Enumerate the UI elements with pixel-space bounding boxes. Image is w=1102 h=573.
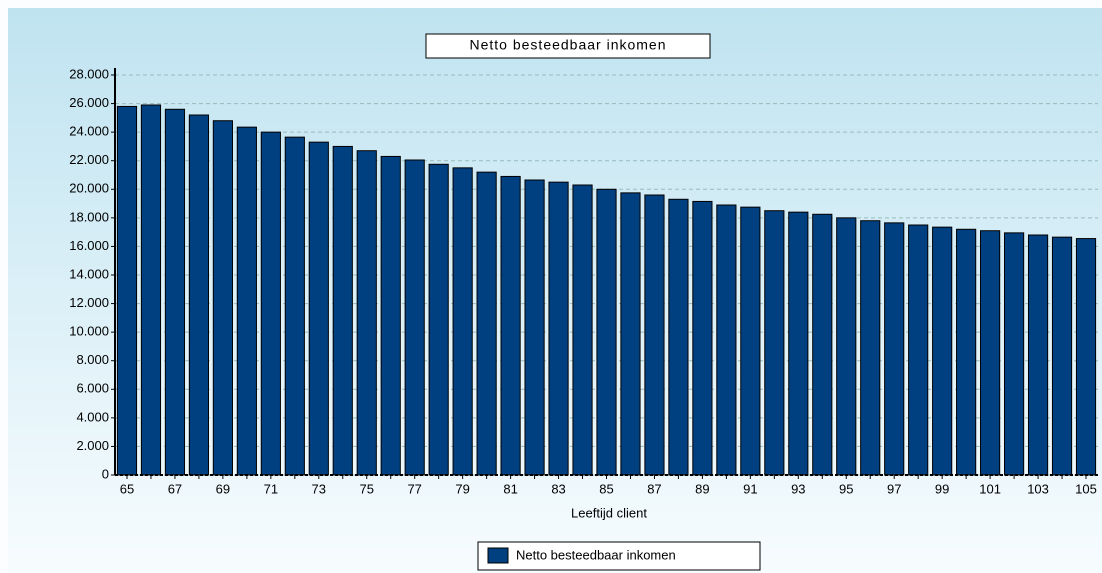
bar bbox=[788, 211, 809, 476]
y-tick-label: 0 bbox=[102, 466, 109, 481]
bar bbox=[116, 105, 138, 476]
x-tick-label: 73 bbox=[312, 481, 326, 496]
x-tick-label: 93 bbox=[791, 481, 805, 496]
y-tick-label: 22.000 bbox=[69, 152, 109, 167]
bar bbox=[212, 120, 233, 476]
bar bbox=[812, 213, 833, 476]
x-tick-label: 89 bbox=[695, 481, 709, 496]
legend-label: Netto besteedbaar inkomen bbox=[516, 547, 676, 562]
y-tick-label: 6.000 bbox=[76, 381, 109, 396]
x-tick-label: 71 bbox=[264, 481, 278, 496]
x-tick-label: 81 bbox=[503, 481, 517, 496]
bar bbox=[404, 159, 425, 476]
x-tick-label: 103 bbox=[1027, 481, 1049, 496]
y-tick-label: 12.000 bbox=[69, 295, 109, 310]
bar bbox=[452, 167, 473, 476]
y-tick-label: 18.000 bbox=[69, 209, 109, 224]
y-tick-label: 28.000 bbox=[69, 66, 109, 81]
bar bbox=[308, 141, 329, 476]
x-tick-label: 69 bbox=[216, 481, 230, 496]
y-tick-label: 26.000 bbox=[69, 95, 109, 110]
bar bbox=[332, 145, 353, 476]
y-tick-label: 20.000 bbox=[69, 181, 109, 196]
bar bbox=[644, 194, 665, 476]
x-tick-label: 105 bbox=[1075, 481, 1097, 496]
bar bbox=[980, 230, 1001, 476]
y-tick-label: 8.000 bbox=[76, 352, 109, 367]
bar bbox=[1075, 238, 1097, 476]
bar bbox=[764, 210, 785, 476]
x-tick-label: 97 bbox=[887, 481, 901, 496]
y-tick-label: 2.000 bbox=[76, 438, 109, 453]
bar bbox=[1051, 236, 1073, 476]
bar bbox=[620, 192, 641, 476]
x-tick-label: 65 bbox=[120, 481, 134, 496]
x-tick-label: 87 bbox=[647, 481, 661, 496]
bar bbox=[380, 155, 401, 476]
bar bbox=[668, 198, 689, 476]
bar bbox=[860, 220, 881, 476]
y-tick-label: 16.000 bbox=[69, 238, 109, 253]
x-tick-label: 79 bbox=[455, 481, 469, 496]
x-tick-label: 85 bbox=[599, 481, 613, 496]
bar bbox=[500, 175, 521, 476]
bar bbox=[188, 114, 210, 476]
bar bbox=[524, 179, 545, 476]
x-tick-label: 83 bbox=[551, 481, 565, 496]
bar bbox=[1027, 234, 1049, 476]
x-tick-label: 95 bbox=[839, 481, 853, 496]
bar bbox=[692, 200, 713, 476]
bar bbox=[428, 163, 449, 476]
bar bbox=[476, 171, 497, 476]
bar bbox=[884, 222, 905, 476]
bar bbox=[548, 181, 569, 476]
legend-swatch bbox=[487, 547, 509, 564]
x-tick-label: 67 bbox=[168, 481, 182, 496]
bar bbox=[572, 184, 593, 476]
y-tick-label: 10.000 bbox=[69, 324, 109, 339]
bar bbox=[164, 108, 186, 476]
x-tick-label: 77 bbox=[407, 481, 421, 496]
bar bbox=[284, 136, 305, 476]
bar bbox=[596, 188, 617, 476]
bar bbox=[908, 224, 929, 476]
legend bbox=[477, 541, 761, 571]
x-tick-label: 75 bbox=[360, 481, 374, 496]
x-axis-label: Leeftijd client bbox=[571, 505, 647, 520]
y-tick-label: 4.000 bbox=[76, 409, 109, 424]
bar bbox=[932, 226, 953, 476]
title-box bbox=[425, 33, 711, 59]
bar bbox=[260, 131, 281, 476]
y-tick-label: 14.000 bbox=[69, 266, 109, 281]
x-tick-label: 91 bbox=[743, 481, 757, 496]
chart-title: Netto besteedbaar inkomen bbox=[470, 37, 667, 53]
bar bbox=[140, 104, 162, 476]
bar bbox=[236, 126, 257, 476]
bar bbox=[836, 217, 857, 476]
bar bbox=[356, 150, 377, 476]
y-tick-label: 24.000 bbox=[69, 124, 109, 139]
bar bbox=[956, 228, 977, 476]
bar bbox=[740, 206, 761, 476]
x-tick-label: 99 bbox=[935, 481, 949, 496]
bar bbox=[1003, 232, 1025, 476]
bar bbox=[716, 204, 737, 476]
x-tick-label: 101 bbox=[979, 481, 1001, 496]
